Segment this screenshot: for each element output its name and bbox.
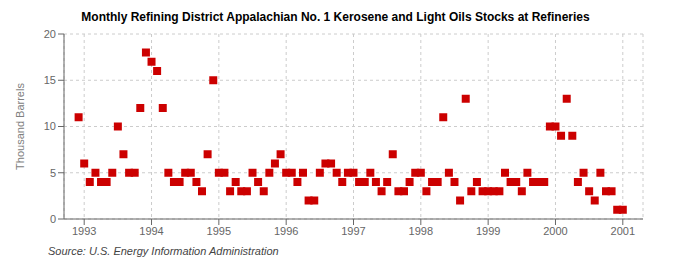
svg-text:5: 5 <box>50 167 56 179</box>
svg-text:15: 15 <box>44 74 56 86</box>
svg-text:2001: 2001 <box>611 225 635 237</box>
svg-text:10: 10 <box>44 120 56 132</box>
svg-text:20: 20 <box>44 28 56 40</box>
svg-text:1994: 1994 <box>139 225 163 237</box>
svg-text:1999: 1999 <box>476 225 500 237</box>
svg-text:1998: 1998 <box>409 225 433 237</box>
svg-text:2000: 2000 <box>543 225 567 237</box>
svg-text:1995: 1995 <box>207 225 231 237</box>
svg-text:1993: 1993 <box>72 225 96 237</box>
svg-text:0: 0 <box>50 213 56 225</box>
svg-text:1996: 1996 <box>274 225 298 237</box>
svg-text:1997: 1997 <box>341 225 365 237</box>
html-text:Source: U.S. Energy Informatio: Source: U.S. Energy Information Administ… <box>48 245 279 257</box>
html-text:Monthly Refining District Appa: Monthly Refining District Appalachian No… <box>81 10 590 24</box>
svg-text:Thousand Barrels: Thousand Barrels <box>14 83 26 170</box>
